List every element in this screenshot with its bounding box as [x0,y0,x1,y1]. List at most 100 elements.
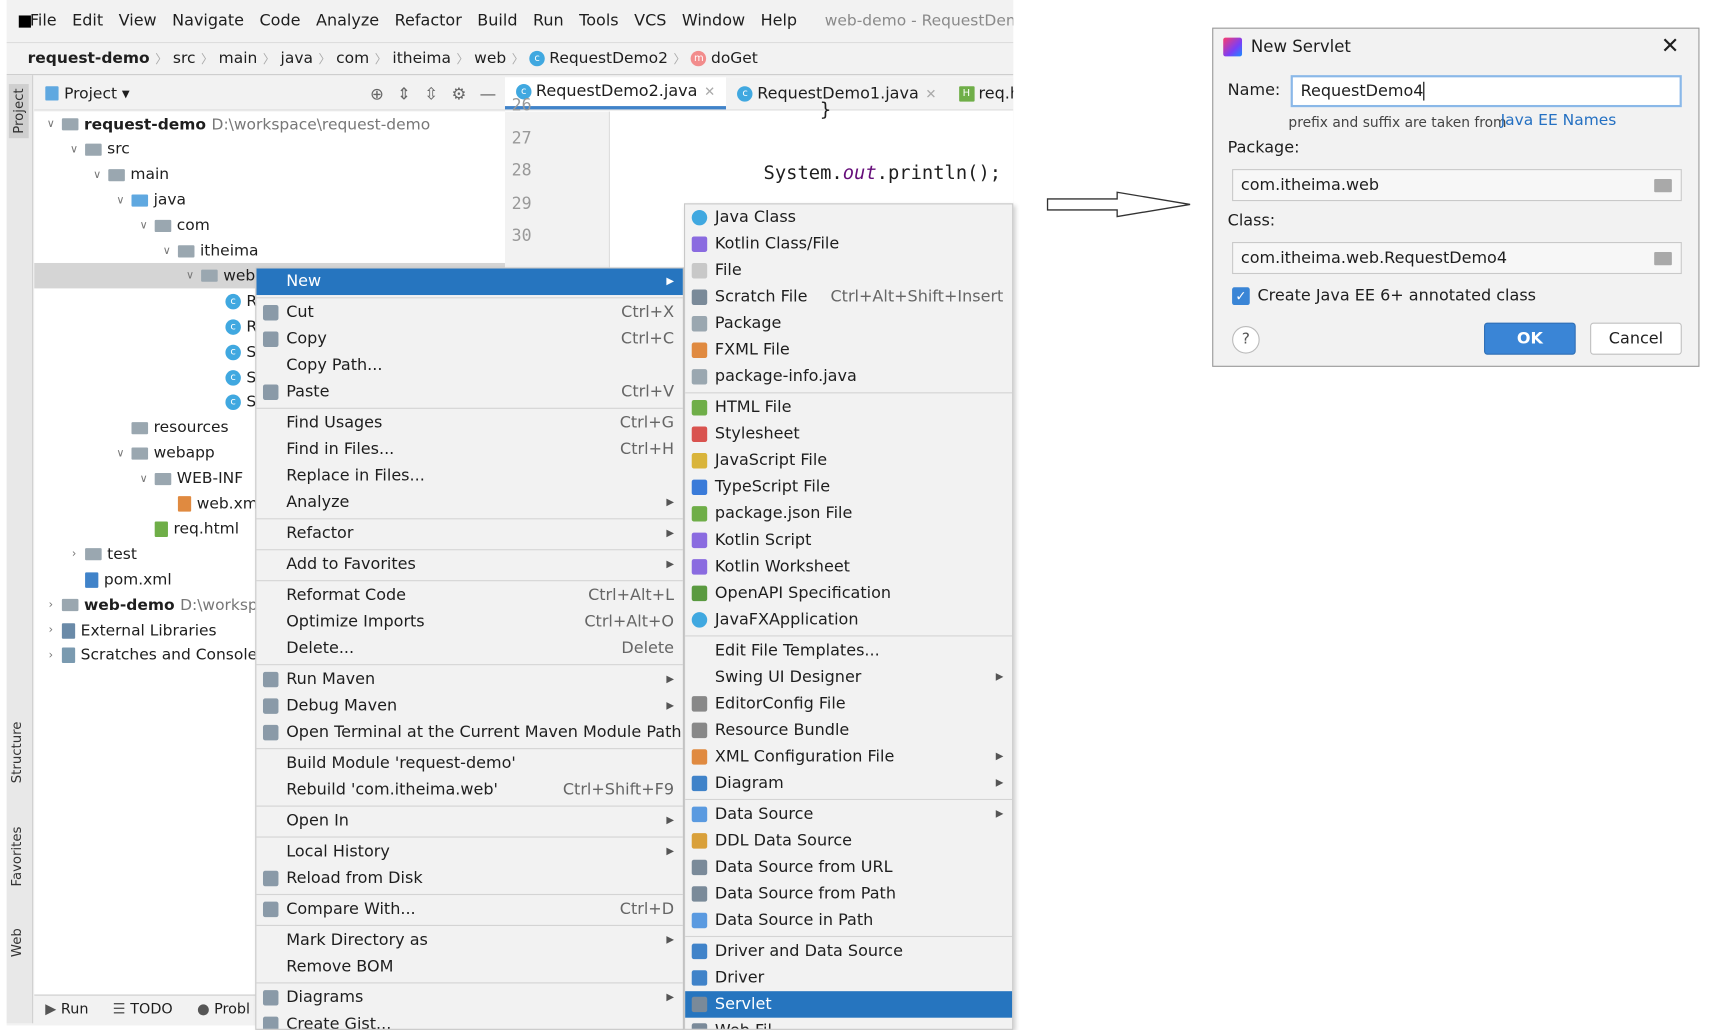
menu-item-new[interactable]: New ▶ [256,268,683,296]
menu-item-package[interactable]: Package [685,311,1012,338]
class-input[interactable]: com.itheima.web.RequestDemo4 [1232,241,1682,275]
menu-item-data-source-from-url[interactable]: Data Source from URL [685,854,1012,881]
tree-item[interactable]: req.html [34,516,505,541]
menu-item-data-source-in-path[interactable]: Data Source in Path [685,907,1012,934]
close-icon[interactable]: ✕ [1660,32,1680,59]
menu-item-copy-path[interactable]: Copy Path... [256,352,683,379]
java-ee-names-link[interactable]: Java EE Names [1500,111,1617,130]
menu-help[interactable]: Help [760,12,798,30]
menu-item-driver-and-data-source[interactable]: Driver and Data Source [685,938,1012,965]
menu-item-create-gist[interactable]: Create Gist... [256,1011,683,1029]
expand-arrow-icon[interactable]: ∨ [139,472,148,485]
menu-run[interactable]: Run [532,12,564,30]
menu-item-kotlin-class-file[interactable]: Kotlin Class/File [685,231,1012,258]
menu-item-rebuild-com-itheima-web[interactable]: Rebuild 'com.itheima.web' Ctrl+Shift+F9 [256,777,683,804]
menu-item-find-in-files[interactable]: Find in Files... Ctrl+H [256,436,683,463]
tree-item[interactable]: ∨ request-demo D:\workspace\request-demo [34,112,505,137]
tree-item[interactable]: › test [34,542,505,567]
menu-item-run-maven[interactable]: Run Maven ▶ [256,666,683,693]
hide-icon[interactable]: — [479,83,497,104]
name-input[interactable]: RequestDemo4 [1290,75,1682,108]
menu-item-resource-bundle[interactable]: Resource Bundle [685,717,1012,744]
expand-arrow-icon[interactable]: ∨ [116,447,125,460]
menu-item-scratch-file[interactable]: Scratch File Ctrl+Alt+Shift+Insert [685,284,1012,311]
menu-item-kotlin-worksheet[interactable]: Kotlin Worksheet [685,554,1012,581]
menu-item-mark-directory-as[interactable]: Mark Directory as ▶ [256,927,683,954]
breadcrumb-item[interactable]: java [275,50,318,68]
menu-item-driver[interactable]: Driver [685,965,1012,992]
menu-item-cut[interactable]: Cut Ctrl+X [256,299,683,326]
code-line-28[interactable]: System.out.println(); [763,162,1002,185]
tree-item[interactable]: web.xml [34,491,505,516]
collapse-arrow-icon[interactable]: › [71,548,77,561]
tool-tab-project[interactable]: Project [8,83,29,139]
menu-item-open-terminal-at-the-current-maven-module-path[interactable]: Open Terminal at the Current Maven Modul… [256,719,683,746]
breadcrumb-item[interactable]: web [469,50,512,68]
menu-item-servlet[interactable]: Servlet [685,991,1013,1018]
menu-item-diagram[interactable]: Diagram ▶ [685,770,1012,797]
tree-item[interactable]: › web-demo D:\worksp [34,592,505,617]
cancel-button[interactable]: Cancel [1590,322,1682,355]
annotated-class-checkbox[interactable]: ✓ [1232,287,1250,305]
expand-arrow-icon[interactable]: ∨ [186,270,195,283]
menu-item-data-source-from-path[interactable]: Data Source from Path [685,881,1012,908]
expand-all-icon[interactable]: ⇕ [397,83,412,104]
menu-item-html-file[interactable]: HTML File [685,394,1012,421]
menu-item-compare-with[interactable]: Compare With... Ctrl+D [256,896,683,923]
tree-item[interactable]: resources [34,415,505,440]
menu-item-remove-bom[interactable]: Remove BOM [256,954,683,981]
menu-item-open-in[interactable]: Open In ▶ [256,808,683,835]
menu-item-refactor[interactable]: Refactor ▶ [256,520,683,547]
tree-item[interactable]: ∨ main [34,162,505,187]
menu-analyze[interactable]: Analyze [315,12,380,30]
tool-probl[interactable]: ● Probl [197,1001,250,1018]
menu-item-add-to-favorites[interactable]: Add to Favorites ▶ [256,551,683,578]
menu-item-delete[interactable]: Delete... Delete [256,635,683,662]
menu-edit[interactable]: Edit [72,12,104,30]
menu-item-analyze[interactable]: Analyze ▶ [256,490,683,517]
menu-item-build-module-request-demo[interactable]: Build Module 'request-demo' [256,750,683,777]
help-button[interactable]: ? [1232,325,1260,354]
menu-tools[interactable]: Tools [579,12,619,30]
menu-item-edit-file-templates[interactable]: Edit File Templates... [685,638,1012,665]
gear-icon[interactable]: ⚙ [451,83,467,104]
tab-requestdemo1-java[interactable]: c RequestDemo1.java ✕ [726,77,947,109]
menu-item-debug-maven[interactable]: Debug Maven ▶ [256,693,683,720]
tab-close-icon[interactable]: ✕ [704,83,716,100]
expand-arrow-icon[interactable]: ∨ [139,219,148,232]
folder-browse-icon[interactable] [1654,251,1672,266]
menu-item-file[interactable]: File [685,257,1012,284]
menu-item-xml-configuration-file[interactable]: XML Configuration File ▶ [685,744,1012,771]
tree-item[interactable]: ∨ java [34,188,505,213]
menu-item-package-info-java[interactable]: package-info.java [685,364,1012,391]
tree-item[interactable]: ∨ src [34,137,505,162]
collapse-all-icon[interactable]: ⇳ [424,83,439,104]
expand-arrow-icon[interactable]: ∨ [116,194,125,207]
menu-item-diagrams[interactable]: Diagrams ▶ [256,985,683,1012]
tree-item[interactable]: ∨ webapp [34,441,505,466]
tree-item[interactable]: ∨ itheima [34,238,505,263]
menu-view[interactable]: View [118,12,157,30]
breadcrumb-item[interactable]: main [213,50,263,68]
menu-item-java-class[interactable]: Java Class [685,204,1012,231]
menu-item-optimize-imports[interactable]: Optimize Imports Ctrl+Alt+O [256,609,683,636]
menu-item-package-json-file[interactable]: package.json File [685,501,1012,528]
tree-item[interactable]: › Scratches and Consoles [34,643,505,668]
menu-item-javascript-file[interactable]: JavaScript File [685,448,1012,475]
menu-item-data-source[interactable]: Data Source ▶ [685,801,1012,828]
menu-item-swing-ui-designer[interactable]: Swing UI Designer ▶ [685,664,1012,691]
menu-item-reformat-code[interactable]: Reformat Code Ctrl+Alt+L [256,582,683,609]
breadcrumb-item[interactable]: src [167,50,201,68]
menu-vcs[interactable]: VCS [634,12,667,30]
tool-tab-structure[interactable]: Structure [8,721,25,784]
tree-item[interactable]: ∨ WEB-INF [34,466,505,491]
tool-tab-web[interactable]: Web [8,928,25,958]
collapse-arrow-icon[interactable]: › [48,599,54,612]
collapse-arrow-icon[interactable]: › [48,649,54,662]
menu-build[interactable]: Build [477,12,518,30]
menu-item-stylesheet[interactable]: Stylesheet [685,421,1012,448]
